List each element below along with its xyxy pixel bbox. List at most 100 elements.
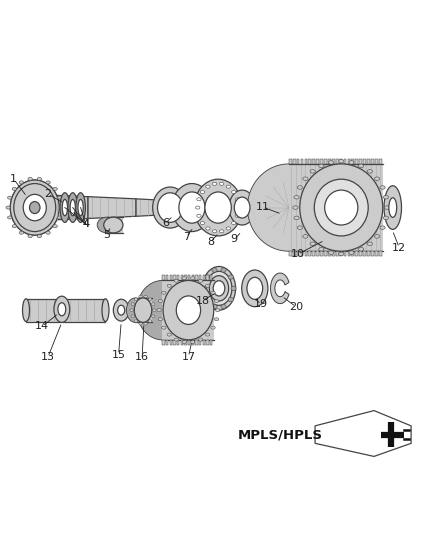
Ellipse shape xyxy=(228,275,233,279)
Ellipse shape xyxy=(174,279,178,282)
Ellipse shape xyxy=(134,298,138,301)
Ellipse shape xyxy=(167,333,171,336)
Ellipse shape xyxy=(97,217,117,233)
Ellipse shape xyxy=(297,185,303,189)
Bar xyxy=(375,159,378,164)
Ellipse shape xyxy=(237,206,241,209)
Ellipse shape xyxy=(162,326,166,329)
Text: 4: 4 xyxy=(82,219,89,229)
Text: 13: 13 xyxy=(41,352,55,362)
Ellipse shape xyxy=(76,193,85,222)
Ellipse shape xyxy=(113,299,129,321)
Ellipse shape xyxy=(384,185,402,229)
Polygon shape xyxy=(135,298,152,322)
Text: 2: 2 xyxy=(44,189,51,199)
Ellipse shape xyxy=(46,231,50,234)
Bar xyxy=(332,159,335,164)
Bar xyxy=(297,159,300,164)
Ellipse shape xyxy=(328,160,334,164)
Polygon shape xyxy=(162,280,214,340)
Bar xyxy=(308,251,311,256)
Polygon shape xyxy=(136,199,184,216)
Ellipse shape xyxy=(211,326,215,329)
Ellipse shape xyxy=(60,193,70,222)
Ellipse shape xyxy=(314,179,368,236)
Ellipse shape xyxy=(68,193,78,222)
Bar xyxy=(206,340,209,345)
Polygon shape xyxy=(315,410,411,456)
Ellipse shape xyxy=(182,277,187,280)
Ellipse shape xyxy=(359,247,364,251)
Bar xyxy=(184,340,187,345)
Ellipse shape xyxy=(242,270,268,306)
Ellipse shape xyxy=(389,198,397,217)
Ellipse shape xyxy=(221,304,226,309)
Text: 7: 7 xyxy=(183,232,190,242)
Bar xyxy=(188,340,191,345)
Ellipse shape xyxy=(219,230,224,233)
Ellipse shape xyxy=(213,281,225,296)
Polygon shape xyxy=(26,299,106,321)
Bar xyxy=(363,251,366,256)
Ellipse shape xyxy=(205,192,231,223)
Ellipse shape xyxy=(19,231,24,234)
Ellipse shape xyxy=(11,180,59,235)
Ellipse shape xyxy=(172,183,212,231)
Ellipse shape xyxy=(214,318,219,321)
Bar xyxy=(371,251,374,256)
Bar xyxy=(316,159,319,164)
Ellipse shape xyxy=(294,196,299,199)
Ellipse shape xyxy=(367,169,372,173)
Bar xyxy=(199,275,201,280)
Ellipse shape xyxy=(62,199,67,216)
Ellipse shape xyxy=(310,169,315,173)
Ellipse shape xyxy=(7,216,12,219)
Ellipse shape xyxy=(212,182,217,185)
Bar xyxy=(180,340,183,345)
Bar xyxy=(184,275,187,280)
Bar xyxy=(328,251,331,256)
Bar xyxy=(347,251,350,256)
Text: 12: 12 xyxy=(392,243,406,253)
Bar xyxy=(210,275,212,280)
Text: 18: 18 xyxy=(195,296,209,305)
Bar xyxy=(379,251,381,256)
Ellipse shape xyxy=(310,242,315,246)
Bar xyxy=(192,340,194,345)
Ellipse shape xyxy=(157,309,161,312)
Bar xyxy=(170,340,172,345)
Text: MPLS/HPLS: MPLS/HPLS xyxy=(238,429,323,441)
Ellipse shape xyxy=(14,183,56,231)
Ellipse shape xyxy=(131,303,134,305)
Bar xyxy=(379,159,381,164)
Ellipse shape xyxy=(297,226,303,229)
Ellipse shape xyxy=(235,198,240,201)
Bar xyxy=(300,159,304,164)
Bar xyxy=(332,251,335,256)
Bar xyxy=(340,159,343,164)
Ellipse shape xyxy=(104,217,123,233)
Ellipse shape xyxy=(148,320,152,322)
Ellipse shape xyxy=(37,235,42,238)
Bar xyxy=(195,340,198,345)
Ellipse shape xyxy=(163,280,214,340)
Ellipse shape xyxy=(206,185,210,188)
Bar xyxy=(177,340,179,345)
Ellipse shape xyxy=(53,188,57,190)
Ellipse shape xyxy=(229,190,255,225)
Ellipse shape xyxy=(152,309,156,311)
Ellipse shape xyxy=(195,206,200,209)
Ellipse shape xyxy=(162,291,166,294)
Ellipse shape xyxy=(167,284,171,287)
Bar xyxy=(344,159,346,164)
Ellipse shape xyxy=(349,251,354,254)
Ellipse shape xyxy=(349,160,354,164)
Bar xyxy=(344,251,346,256)
Ellipse shape xyxy=(202,286,207,290)
Ellipse shape xyxy=(19,181,24,184)
Bar xyxy=(371,159,374,164)
Bar xyxy=(359,251,362,256)
Ellipse shape xyxy=(374,177,380,181)
Ellipse shape xyxy=(131,315,134,318)
Ellipse shape xyxy=(374,235,380,238)
